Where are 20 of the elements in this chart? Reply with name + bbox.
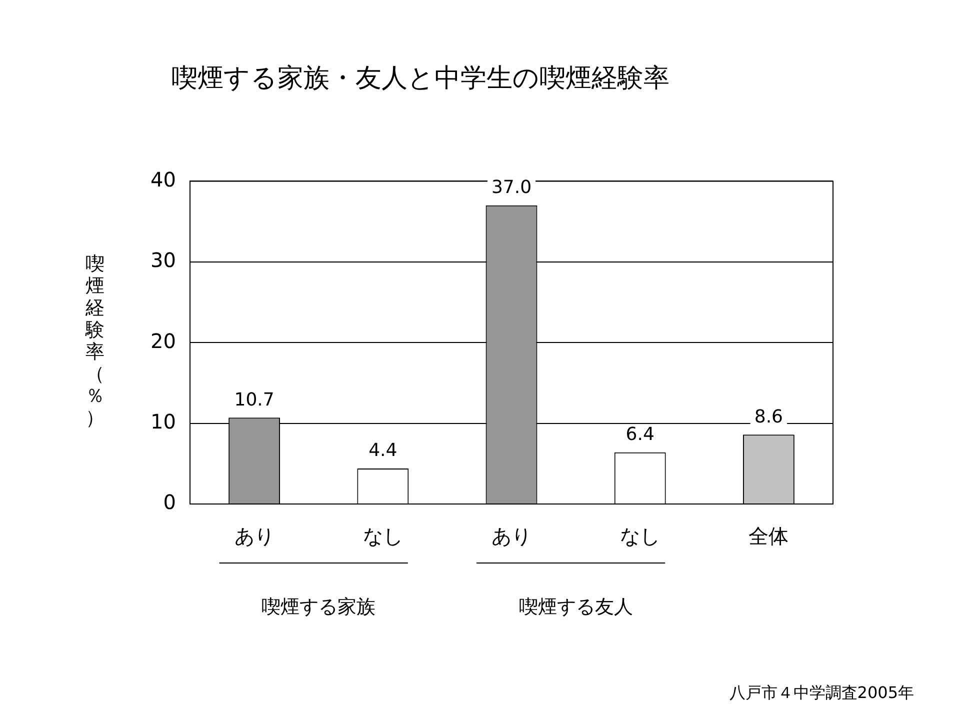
data-label: 6.4 bbox=[626, 424, 654, 446]
y-tick-label: 30 bbox=[150, 248, 176, 272]
x-tick-label: 全体 bbox=[748, 524, 789, 548]
text: 八戸市４中学調査2005年 bbox=[729, 683, 914, 704]
text: 喫煙する家族 bbox=[262, 596, 376, 618]
y-tick-label: 40 bbox=[150, 167, 176, 192]
data-label: 8.6 bbox=[754, 406, 784, 428]
y-axis-title: 喫煙経験率（％） bbox=[84, 253, 106, 429]
x-tick-label: あり bbox=[492, 524, 532, 548]
data-label: 37.0 bbox=[491, 177, 532, 198]
data-label: 10.7 bbox=[234, 389, 274, 410]
y-tick-label: 0 bbox=[163, 490, 176, 514]
y-tick-label: 10 bbox=[150, 410, 176, 434]
x-tick-label: なし bbox=[620, 524, 660, 548]
chart-title: 喫煙する家族・友人と中学生の喫煙経験率 bbox=[172, 63, 670, 94]
y-tick-label: 20 bbox=[150, 328, 176, 353]
data-label: 4.4 bbox=[368, 440, 398, 462]
x-tick-label: あり bbox=[234, 524, 274, 548]
text: 喫煙する友人 bbox=[518, 596, 633, 618]
x-tick-label: なし bbox=[362, 524, 403, 548]
